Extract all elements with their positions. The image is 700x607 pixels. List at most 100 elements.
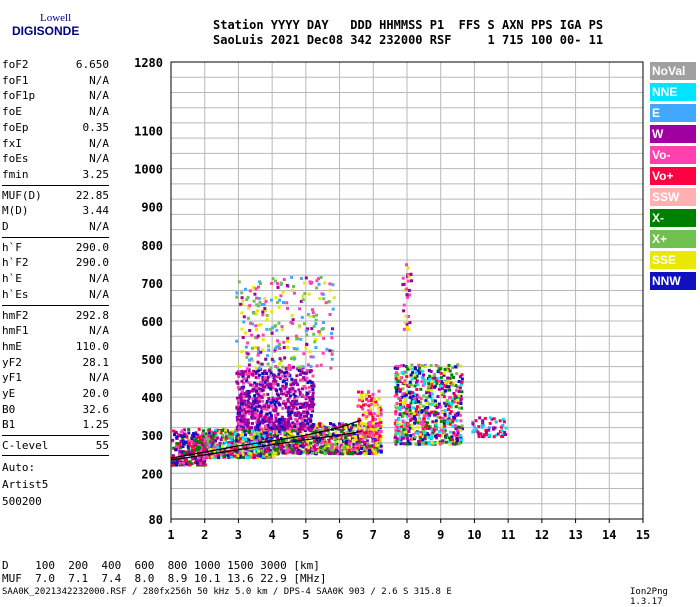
echo-point	[260, 450, 264, 454]
echo-point	[269, 366, 273, 370]
echo-point	[332, 296, 336, 300]
echo-point	[450, 402, 454, 406]
echo-point	[291, 406, 295, 410]
echo-point	[402, 309, 406, 313]
echo-point	[259, 282, 263, 286]
echo-point	[227, 441, 231, 445]
echo-point	[270, 417, 274, 421]
y-tick-label: 1100	[134, 125, 163, 139]
echo-point	[422, 404, 426, 408]
param-value: 6.650	[75, 58, 109, 71]
echo-point	[194, 440, 198, 443]
echo-point	[409, 383, 413, 387]
echo-point	[309, 369, 313, 373]
echo-point	[210, 450, 214, 454]
echo-point	[254, 366, 258, 370]
echo-point	[277, 401, 280, 405]
echo-point	[197, 461, 201, 465]
echo-point	[238, 437, 242, 441]
echo-point	[411, 433, 415, 437]
echo-point	[214, 439, 217, 443]
echo-point	[345, 433, 348, 437]
param-row: MUF(D) 22.85	[2, 189, 109, 203]
echo-point	[201, 462, 205, 466]
echo-point	[256, 346, 260, 350]
echo-point	[376, 445, 380, 449]
echo-point	[264, 419, 268, 423]
echo-point	[332, 451, 336, 455]
echo-point	[414, 409, 418, 413]
echo-point	[459, 364, 463, 368]
echo-point	[394, 432, 398, 436]
echo-point	[374, 417, 377, 421]
echo-point	[205, 455, 209, 459]
echo-point	[278, 421, 282, 425]
echo-point	[401, 414, 405, 417]
echo-point	[283, 375, 287, 379]
echo-point	[312, 433, 316, 437]
echo-point	[406, 279, 410, 283]
echo-point	[294, 381, 298, 385]
echo-point	[192, 445, 196, 449]
echo-point	[221, 442, 225, 446]
echo-point	[308, 398, 312, 402]
echo-point	[251, 359, 255, 363]
echo-point	[451, 366, 455, 370]
digisonde-logo: Lowell DIGISONDE	[0, 0, 80, 40]
echo-point	[363, 435, 366, 439]
echo-point	[427, 385, 431, 389]
echo-point	[431, 420, 435, 424]
echo-point	[300, 442, 304, 446]
echo-point	[299, 444, 303, 448]
echo-point	[359, 405, 363, 409]
echo-point	[430, 402, 434, 406]
echo-point	[260, 303, 264, 306]
echo-point	[235, 425, 239, 429]
echo-point	[265, 327, 269, 331]
echo-point	[456, 363, 460, 367]
echo-point	[236, 385, 240, 389]
echo-point	[299, 364, 303, 368]
echo-point	[274, 296, 278, 300]
echo-point	[224, 428, 228, 432]
echo-point	[372, 445, 376, 449]
echo-point	[178, 449, 182, 453]
echo-point	[352, 443, 356, 446]
echo-point	[190, 440, 194, 444]
echo-point	[328, 442, 332, 446]
echo-point	[308, 396, 311, 399]
echo-point	[379, 450, 383, 453]
echo-point	[441, 441, 445, 445]
echo-point	[394, 380, 398, 384]
echo-point	[411, 427, 415, 431]
echo-point	[305, 333, 309, 337]
echo-point	[282, 435, 286, 439]
echo-point	[407, 391, 411, 395]
echo-point	[248, 444, 252, 448]
echo-point	[406, 273, 409, 277]
param-value: N/A	[89, 73, 109, 87]
echo-point	[276, 282, 279, 286]
echo-point	[318, 333, 322, 337]
echo-point	[375, 424, 379, 428]
echo-point	[176, 433, 180, 436]
echo-point	[235, 396, 239, 400]
echo-point	[328, 313, 332, 316]
echo-point	[256, 309, 259, 313]
echo-point	[261, 399, 265, 403]
echo-point	[248, 289, 252, 293]
echo-point	[257, 387, 261, 391]
echo-point	[454, 427, 458, 431]
echo-point	[344, 450, 348, 454]
echo-point	[268, 420, 272, 424]
echo-point	[211, 440, 215, 444]
echo-point	[175, 445, 179, 449]
echo-point	[257, 449, 261, 453]
echo-point	[230, 452, 233, 456]
echo-point	[258, 382, 262, 386]
echo-point	[351, 430, 355, 433]
echo-point	[201, 434, 205, 438]
echo-point	[278, 387, 282, 391]
echo-point	[241, 375, 245, 379]
